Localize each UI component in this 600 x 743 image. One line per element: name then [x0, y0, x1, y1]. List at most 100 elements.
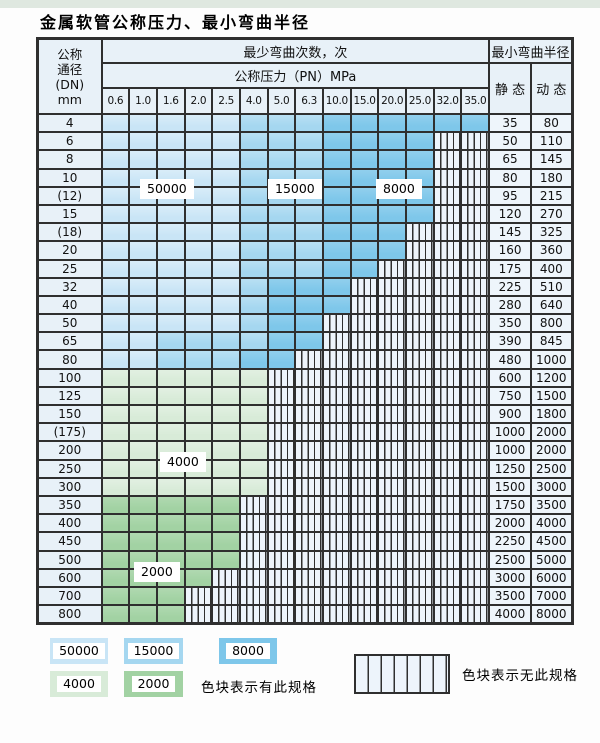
table-row: 32 225 510: [36, 276, 574, 297]
dn-cell: 50: [36, 313, 103, 334]
no-spec-cell: [322, 331, 352, 352]
no-spec-cell: [432, 203, 463, 225]
dynamic-radius-cell: 1800: [529, 403, 574, 425]
no-spec-cell: [349, 476, 380, 497]
cycles-label-2000: 2000: [134, 562, 180, 582]
no-spec-cell: [432, 185, 463, 206]
top-strip: [0, 0, 600, 8]
spec-cell-50000: [183, 258, 214, 279]
spec-cell-50000: [128, 222, 158, 243]
dynamic-radius-cell: 5000: [529, 549, 574, 570]
spec-cell-2000: [155, 513, 186, 534]
no-spec-cell: [349, 531, 380, 552]
no-spec-cell: [432, 403, 463, 425]
spec-cell-2000: [100, 494, 131, 516]
no-spec-cell: [432, 349, 463, 370]
no-spec-cell: [238, 567, 269, 588]
spec-cell-2000: [211, 531, 241, 552]
spec-cell-15000: [238, 112, 269, 134]
spec-cell-8000: [322, 258, 352, 279]
no-spec-cell: [405, 494, 435, 516]
no-spec-cell: [377, 422, 408, 443]
spec-cell-50000: [211, 167, 241, 188]
spec-cell-2000: [100, 585, 131, 607]
dn-header-line: (DN): [55, 76, 85, 92]
spec-cell-4000: [100, 476, 131, 497]
dynamic-radius-cell: 2500: [529, 458, 574, 479]
no-spec-cell: [377, 604, 408, 625]
spec-cell-4000: [128, 458, 158, 479]
legend-swatch-50000: 50000: [50, 638, 108, 664]
static-radius-cell: 900: [488, 403, 532, 425]
dn-cell: 500: [36, 549, 103, 570]
spec-cell-8000: [349, 149, 380, 170]
no-spec-cell: [460, 276, 491, 297]
spec-cell-50000: [128, 349, 158, 370]
spec-cell-2000: [183, 494, 214, 516]
spec-cell-8000: [377, 131, 408, 152]
pressure-col-header: 5.0: [266, 87, 297, 115]
spec-cell-50000: [211, 222, 241, 243]
spec-cell-15000: [155, 331, 186, 352]
spec-cell-4000: [128, 440, 158, 461]
no-spec-cell: [238, 513, 269, 534]
spec-cell-4000: [100, 385, 131, 407]
no-spec-cell: [432, 313, 463, 334]
table-row: 65 390 845: [36, 331, 574, 352]
no-spec-cell: [432, 585, 463, 607]
spec-cell-8000: [266, 349, 297, 370]
spec-cell-50000: [100, 240, 131, 261]
no-spec-cell: [322, 604, 352, 625]
spec-cell-8000: [322, 167, 352, 188]
dynamic-radius-cell: 110: [529, 131, 574, 152]
spec-cell-50000: [211, 185, 241, 206]
spec-cell-2000: [128, 604, 158, 625]
spec-cell-15000: [183, 349, 214, 370]
spec-cell-50000: [100, 313, 131, 334]
no-spec-cell: [460, 367, 491, 388]
spec-cell-8000: [322, 149, 352, 170]
min-bend-cycles-header: 最少弯曲次数，次: [100, 37, 491, 64]
dn-cell: 65: [36, 331, 103, 352]
no-spec-cell: [432, 294, 463, 316]
spec-cell-8000: [266, 313, 297, 334]
spec-cell-15000: [238, 149, 269, 170]
no-spec-cell: [294, 494, 324, 516]
no-spec-cell: [460, 222, 491, 243]
dynamic-radius-cell: 2000: [529, 440, 574, 461]
spec-cell-4000: [100, 367, 131, 388]
pressure-col-header: 1.6: [155, 87, 186, 115]
spec-cell-50000: [128, 258, 158, 279]
static-radius-cell: 2000: [488, 513, 532, 534]
spec-cell-50000: [183, 313, 214, 334]
spec-cell-15000: [183, 331, 214, 352]
dynamic-radius-cell: 180: [529, 167, 574, 188]
static-radius-cell: 80: [488, 167, 532, 188]
spec-cell-15000: [294, 258, 324, 279]
no-spec-cell: [460, 458, 491, 479]
spec-cell-8000: [405, 203, 435, 225]
no-spec-cell: [349, 294, 380, 316]
pressure-col-header: 6.3: [294, 87, 324, 115]
table-row: 50 350 800: [36, 313, 574, 334]
spec-cell-15000: [266, 240, 297, 261]
no-spec-cell: [432, 385, 463, 407]
spec-cell-15000: [266, 149, 297, 170]
dynamic-radius-cell: 6000: [529, 567, 574, 588]
no-spec-cell: [294, 513, 324, 534]
spec-cell-15000: [238, 203, 269, 225]
no-spec-cell: [432, 440, 463, 461]
pressure-col-header: 2.5: [211, 87, 241, 115]
no-spec-cell: [432, 131, 463, 152]
table-row: (18) 145 325: [36, 222, 574, 243]
no-spec-cell: [183, 585, 214, 607]
pressure-col-header: 1.0: [128, 87, 158, 115]
no-spec-cell: [405, 367, 435, 388]
spec-cell-50000: [155, 112, 186, 134]
no-spec-cell: [349, 367, 380, 388]
no-spec-cell: [238, 549, 269, 570]
no-spec-cell: [432, 476, 463, 497]
dynamic-radius-cell: 2000: [529, 422, 574, 443]
no-spec-cell: [377, 494, 408, 516]
no-spec-cell: [377, 331, 408, 352]
